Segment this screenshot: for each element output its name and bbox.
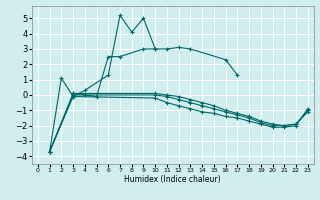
- X-axis label: Humidex (Indice chaleur): Humidex (Indice chaleur): [124, 175, 221, 184]
